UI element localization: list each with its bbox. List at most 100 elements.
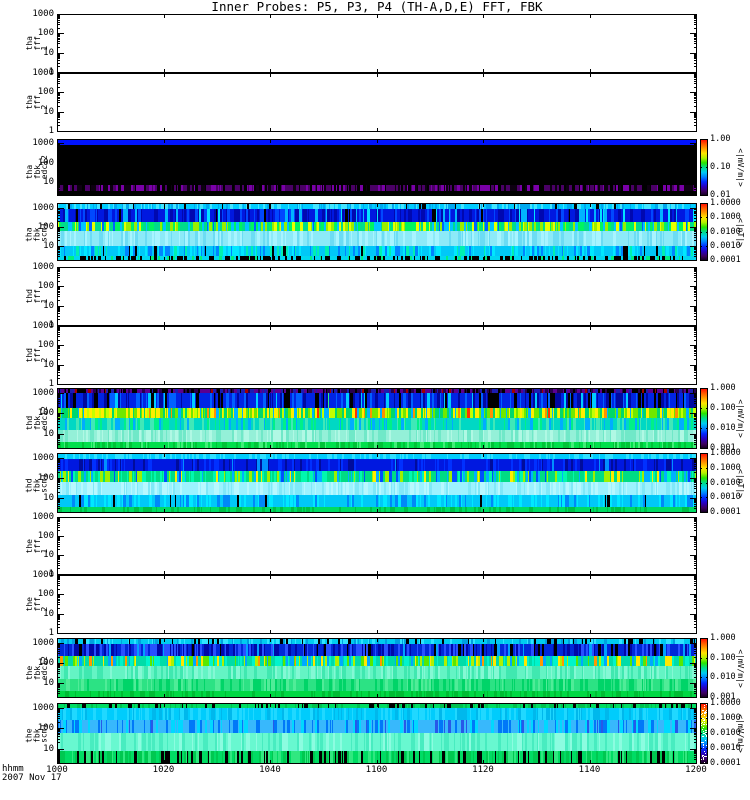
y-tick-label: 1000 (32, 321, 54, 331)
colorbar-tick-label: 1.00 (710, 134, 731, 144)
x-axis-unit-label: hhmm (2, 764, 24, 774)
y-tick-label: 1000 (32, 9, 54, 19)
colorbar-unit-text: <|nT|> (735, 217, 745, 247)
y-tick-label: 1000 (32, 387, 54, 398)
y-tick-label: 100 (37, 281, 54, 292)
plot-panel-thd-fff-1 (57, 267, 697, 326)
spectrogram-thd-fbk-scm1 (57, 453, 697, 513)
y-tick-label: 100 (37, 157, 54, 168)
colorbar-tick-label: 0.001 (710, 443, 736, 453)
colorbar-tick-label: 0.1000 (710, 462, 741, 473)
colorbar-tick-label: 1.000 (710, 633, 736, 643)
y-tick-label: 100 (37, 531, 54, 541)
colorbar-tick-label: 0.0001 (710, 507, 741, 517)
plot-panel-the-fff-1 (57, 517, 697, 575)
panel-ylabel-thd-fff-2: thd fff 2 (22, 326, 52, 385)
y-tick-label: 10 (43, 241, 54, 252)
plot-panel-tha-fff-1 (57, 14, 697, 73)
x-tick-label: 1040 (259, 765, 281, 775)
panel-ylabel-tha-fff-1: tha fff 1 (22, 14, 52, 73)
y-tick-label: 1000 (32, 68, 54, 78)
colorbar-unit-text: <|nT|> (735, 468, 745, 498)
x-tick-label: 1000 (46, 765, 68, 775)
plot-panel-thd-fff-2 (57, 326, 697, 385)
x-tick-label: 1200 (685, 765, 707, 775)
y-tick-label: 1000 (32, 512, 54, 522)
colorbar-tick-label: 1.0000 (710, 448, 741, 458)
colorbar-tick-label: 0.0100 (710, 728, 741, 738)
y-tick-label: 10 (43, 47, 54, 58)
colorbar-tick-label: 0.01 (710, 190, 731, 200)
y-tick-label: 10 (43, 677, 54, 688)
colorbar-tick-label: 0.1000 (710, 212, 741, 223)
y-tick-label: 100 (37, 28, 54, 39)
spectrogram-the-fbk-edc12 (57, 638, 697, 698)
x-tick-label: 1100 (365, 765, 388, 775)
colorbar-tha-fbk-scm1 (700, 203, 708, 261)
colorbar-tick-label: 0.0010 (710, 743, 741, 753)
y-tick-label: 1000 (32, 570, 54, 580)
y-tick-label: 1 (48, 379, 54, 389)
colorbar-unit-tha-fbk-scm1: <|nT|> (730, 203, 750, 261)
y-tick-label: 10 (43, 106, 54, 117)
spectrogram-thd-fbk-edc12 (57, 388, 697, 449)
y-tick-label: 10 (43, 550, 54, 560)
colorbar-tick-label: 0.0001 (710, 255, 741, 265)
y-tick-label: 1 (48, 569, 54, 579)
spectrogram-tha-fbk-scm1 (57, 203, 697, 261)
y-tick-label: 1 (48, 628, 54, 638)
colorbar-unit-thd-fbk-scm1: <|nT|> (730, 453, 750, 513)
y-tick-label: 1000 (32, 262, 54, 272)
y-tick-label: 1 (48, 320, 54, 330)
y-tick-label: 100 (37, 472, 54, 483)
colorbar-unit-text: <|mV/m|> (735, 648, 745, 688)
y-tick-label: 10 (43, 492, 54, 503)
y-tick-label: 1 (48, 126, 54, 136)
plot-panel-tha-fff-2 (57, 73, 697, 132)
colorbar-tick-label: 0.0010 (710, 240, 741, 251)
spectrogram-the-fbk-scm1 (57, 703, 697, 764)
colorbar-tick-label: 0.010 (710, 672, 736, 683)
colorbar-thd-fbk-edc12 (700, 388, 708, 449)
panel-ylabel-the-fff-1: the fff 1 (22, 517, 52, 575)
panel-ylabel-tha-fff-2: tha fff 2 (22, 73, 52, 132)
colorbar-tick-label: 0.1000 (710, 713, 741, 723)
colorbar-unit-text: <|mV/m|> (735, 148, 745, 187)
colorbar-tick-label: 0.0001 (710, 758, 741, 768)
colorbar-tick-label: 1.0000 (710, 698, 741, 708)
y-tick-label: 1 (48, 67, 54, 77)
colorbar-the-fbk-edc12 (700, 638, 708, 698)
panel-ylabel-thd-fff-1: thd fff 1 (22, 267, 52, 326)
spectrogram-tha-fbk-edc12 (57, 139, 697, 196)
y-tick-label: 100 (37, 340, 54, 351)
plot-panel-the-fff-2 (57, 575, 697, 634)
x-tick-label: 1020 (152, 765, 175, 775)
colorbar-unit-the-fbk-scm1: <|mV/m|> (730, 703, 750, 764)
y-tick-label: 1000 (32, 637, 54, 648)
colorbar-thd-fbk-scm1 (700, 453, 708, 513)
y-tick-label: 10 (43, 176, 54, 187)
colorbar-unit-thd-fbk-edc12: <|mV/m|> (730, 388, 750, 449)
colorbar-tick-label: 1.000 (710, 383, 736, 393)
colorbar-tick-label: 0.100 (710, 652, 736, 663)
y-tick-label: 1000 (32, 702, 54, 713)
colorbar-unit-the-fbk-edc12: <|mV/m|> (730, 638, 750, 698)
y-tick-label: 10 (43, 359, 54, 370)
x-tick-label: 1140 (578, 765, 601, 775)
colorbar-tick-label: 0.0010 (710, 492, 741, 503)
y-tick-label: 100 (37, 408, 54, 419)
x-axis-date-label: 2007 Nov 17 (2, 773, 62, 783)
colorbar-tick-label: 0.001 (710, 692, 736, 702)
colorbar-tha-fbk-edc12 (700, 139, 708, 196)
y-tick-label: 100 (37, 657, 54, 668)
panel-ylabel-the-fff-2: the fff 2 (22, 575, 52, 634)
y-tick-label: 100 (37, 589, 54, 600)
y-tick-label: 10 (43, 608, 54, 619)
y-tick-label: 1000 (32, 452, 54, 463)
colorbar-unit-tha-fbk-edc12: <|mV/m|> (730, 139, 750, 196)
y-tick-label: 10 (43, 300, 54, 311)
y-tick-label: 10 (43, 428, 54, 439)
plot-title: Inner Probes: P5, P3, P4 (TH-A,D,E) FFT,… (211, 0, 543, 14)
colorbar-tick-label: 0.0100 (710, 477, 741, 488)
